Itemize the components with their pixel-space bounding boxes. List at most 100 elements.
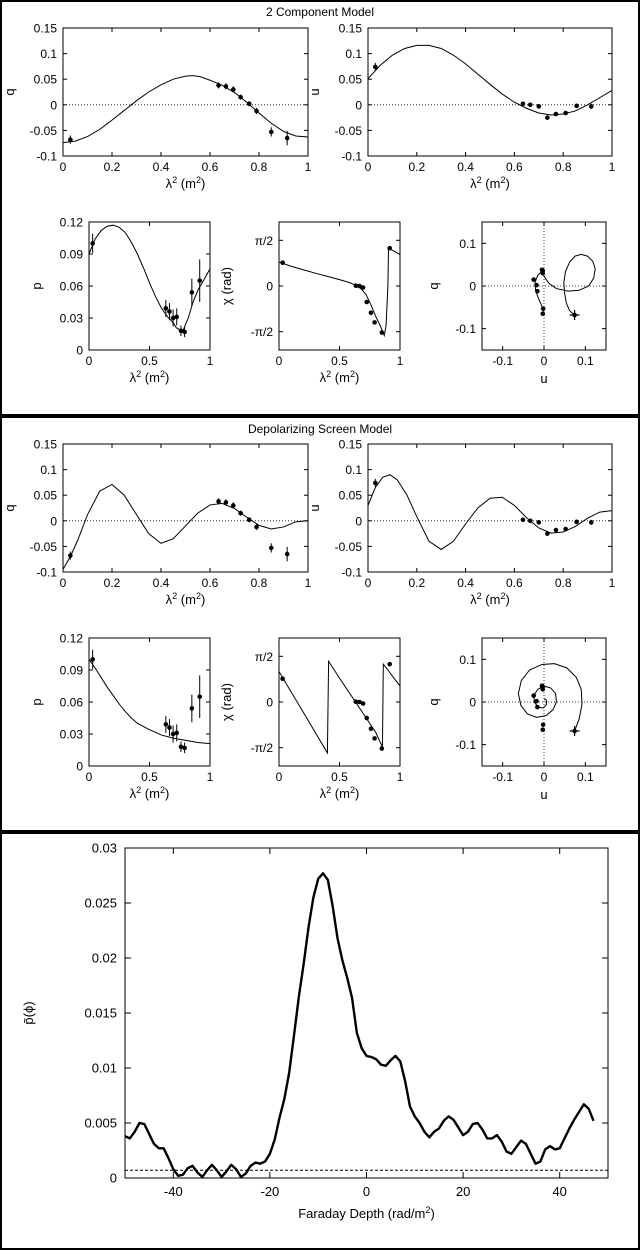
panel1-p-data-point xyxy=(163,306,169,311)
panel1-chi-ylabel: χ (rad) xyxy=(219,267,234,305)
faraday-xtick-label: 20 xyxy=(456,1184,470,1199)
panel1-p-data-point xyxy=(178,328,184,334)
panel2-u-data-point xyxy=(536,520,542,525)
panel1-u-ytick-label: 0.1 xyxy=(345,47,362,61)
panel2-chi-ylabel: χ (rad) xyxy=(219,683,234,721)
panel2-q-data-point xyxy=(246,517,252,523)
panel1-q-ytick-label: -0.05 xyxy=(30,124,58,138)
panel2-qu-data-point xyxy=(531,693,536,698)
panel2-chi-data-point xyxy=(368,726,374,732)
panel-frame-1 xyxy=(0,0,640,416)
panel1-p-ytick-label: 0 xyxy=(76,344,83,358)
panel2-u-ytick-label: -0.05 xyxy=(335,540,363,554)
panel2-q-xtick-label: 0.2 xyxy=(104,576,121,590)
panel1-u-xlabel: λ2 (m2) xyxy=(470,175,510,191)
panel1-chi-xtick-label: 0.5 xyxy=(331,354,348,368)
panel2-p-xtick-label: 0 xyxy=(86,770,93,784)
panel1-qu-xtick-label: 0 xyxy=(541,354,548,368)
panel2-qu-ytick-label: 0 xyxy=(469,696,476,710)
panel2-q-data-point xyxy=(230,503,236,508)
panel1-p-data-point xyxy=(182,329,187,335)
faraday-xlabel: Faraday Depth (rad/m2) xyxy=(298,1205,435,1221)
panel2-u-xtick-label: 0.4 xyxy=(457,576,474,590)
panel2-p-data-point xyxy=(90,657,95,662)
panel2-qu-xtick-label: -0.1 xyxy=(492,770,513,784)
panel1-u: 0 0.2 0.4 0.6 0.8 1 -0.1 -0.05 0 0.05 0.1 0.15 λ2 (m… xyxy=(307,22,616,192)
panel1-q-data-point xyxy=(246,101,252,107)
panel2-qu-axes-frame xyxy=(481,637,607,767)
faraday-ytick-label: 0.015 xyxy=(84,1006,117,1021)
panel1-qu-axes-frame xyxy=(481,221,607,351)
panel1-p: 0 0.5 1 0 0.03 0.06 0.09 0.12 λ2 (m2) p xyxy=(29,216,214,386)
panel2-p-ytick-label: 0 xyxy=(76,760,83,774)
panel2-p: 0 0.5 1 0 0.03 0.06 0.09 0.12 λ2 (m2) p xyxy=(29,632,214,802)
panel2-chi-data-point xyxy=(280,676,285,682)
panel1-chi-model-curve xyxy=(279,247,400,338)
faraday-ytick-label: 0 xyxy=(110,1171,117,1186)
panel1-u-data-point xyxy=(574,103,579,109)
panel1-chi-xlabel: λ2 (m2) xyxy=(320,369,360,385)
panel2-u-ytick-label: 0.15 xyxy=(339,438,363,452)
panel1-p-ylabel: p xyxy=(29,282,44,289)
panel1-q: 0 0.2 0.4 0.6 0.8 1 -0.1 -0.05 0 0.05 0.1 0.15 λ2 (m… xyxy=(2,22,312,192)
panel1-chi-data-point xyxy=(387,245,393,251)
panel1-chi-data-point xyxy=(280,260,285,266)
panel2-u-ytick-label: 0.05 xyxy=(339,489,363,503)
panel1-u-model-curve xyxy=(368,44,612,116)
panel2-p-model-curve xyxy=(89,659,210,745)
panel1-p-ytick-label: 0.03 xyxy=(60,312,84,326)
panel1-u-data-point xyxy=(545,115,550,120)
panel1-q-data-point xyxy=(268,129,274,135)
panel2-chi-xlabel: λ2 (m2) xyxy=(320,785,360,801)
panel2-u-data-point xyxy=(553,527,559,533)
faraday-xtick-label: -40 xyxy=(164,1184,183,1199)
panel2-q-xlabel: λ2 (m2) xyxy=(166,591,206,607)
panel2-q-data-point xyxy=(254,524,259,530)
panel1-chi-data-point xyxy=(360,285,366,290)
panel1-q-ytick-label: 0 xyxy=(50,98,57,112)
panel2-u-xlabel: λ2 (m2) xyxy=(470,591,510,607)
panel1-qu-ytick-label: -0.1 xyxy=(455,322,476,336)
panel1-qu-data-point xyxy=(540,270,546,276)
panel1-p-data-point xyxy=(174,314,180,320)
panel2-q: 0 0.2 0.4 0.6 0.8 1 -0.1 -0.05 0 0.05 0.1 0.15 λ2 (m… xyxy=(2,438,312,608)
panel2-q-xtick-label: 0.8 xyxy=(251,576,268,590)
panel2-p-data-point xyxy=(178,744,184,750)
panel2-q-axes-frame xyxy=(62,443,309,573)
panel2-qu-xlabel: u xyxy=(540,787,547,802)
panel2-p-xlabel: λ2 (m2) xyxy=(130,785,170,801)
panel1-q-data-point xyxy=(284,135,290,141)
panel2-chi-data-point xyxy=(387,661,393,667)
panel1-q-xtick-label: 0 xyxy=(60,160,67,174)
panel2-u-model-curve xyxy=(368,474,612,551)
panel2-q-ytick-label: 0.15 xyxy=(34,438,58,452)
faraday-ytick-label: 0.025 xyxy=(84,896,117,911)
faraday-axes-frame xyxy=(124,847,609,1179)
panel2-q-model-curve xyxy=(63,483,308,570)
panel1-qu-ylabel: q xyxy=(426,282,441,289)
panel2-q-ylabel: q xyxy=(2,504,17,511)
panel-frame-2 xyxy=(0,416,640,832)
panel1-chi-data-point xyxy=(368,310,374,316)
panel1-p-xtick-label: 0.5 xyxy=(141,354,158,368)
faraday-ytick-label: 0.03 xyxy=(92,841,117,856)
panel2-p-data-point xyxy=(174,730,180,736)
panel2-p-data-point xyxy=(167,725,172,730)
panel1-u-data-point xyxy=(520,101,526,107)
panel1-q-xlabel: λ2 (m2) xyxy=(166,175,206,191)
panel2-p-ytick-label: 0.09 xyxy=(60,664,84,678)
panel2-chi-data-point xyxy=(353,699,359,705)
panel1-p-data-point xyxy=(170,315,176,321)
panel2-chi-axes-frame xyxy=(278,637,401,767)
panel1-chi-ytick-label: -π/2 xyxy=(251,325,274,339)
panel1-p-data-point xyxy=(197,278,203,283)
panel2-q-ytick-label: 0 xyxy=(50,514,57,528)
panel2-q-xtick-label: 0.6 xyxy=(202,576,219,590)
panel2-chi-ytick-label: -π/2 xyxy=(251,741,274,755)
panel2-u-data-point xyxy=(574,519,579,525)
panel1-qu-xtick-label: -0.1 xyxy=(492,354,513,368)
panel1-q-ylabel: q xyxy=(2,88,17,95)
panel2-p-ytick-label: 0.03 xyxy=(60,728,84,742)
panel1-q-ytick-label: 0.05 xyxy=(34,73,58,87)
panel2-chi-data-point xyxy=(357,699,362,705)
